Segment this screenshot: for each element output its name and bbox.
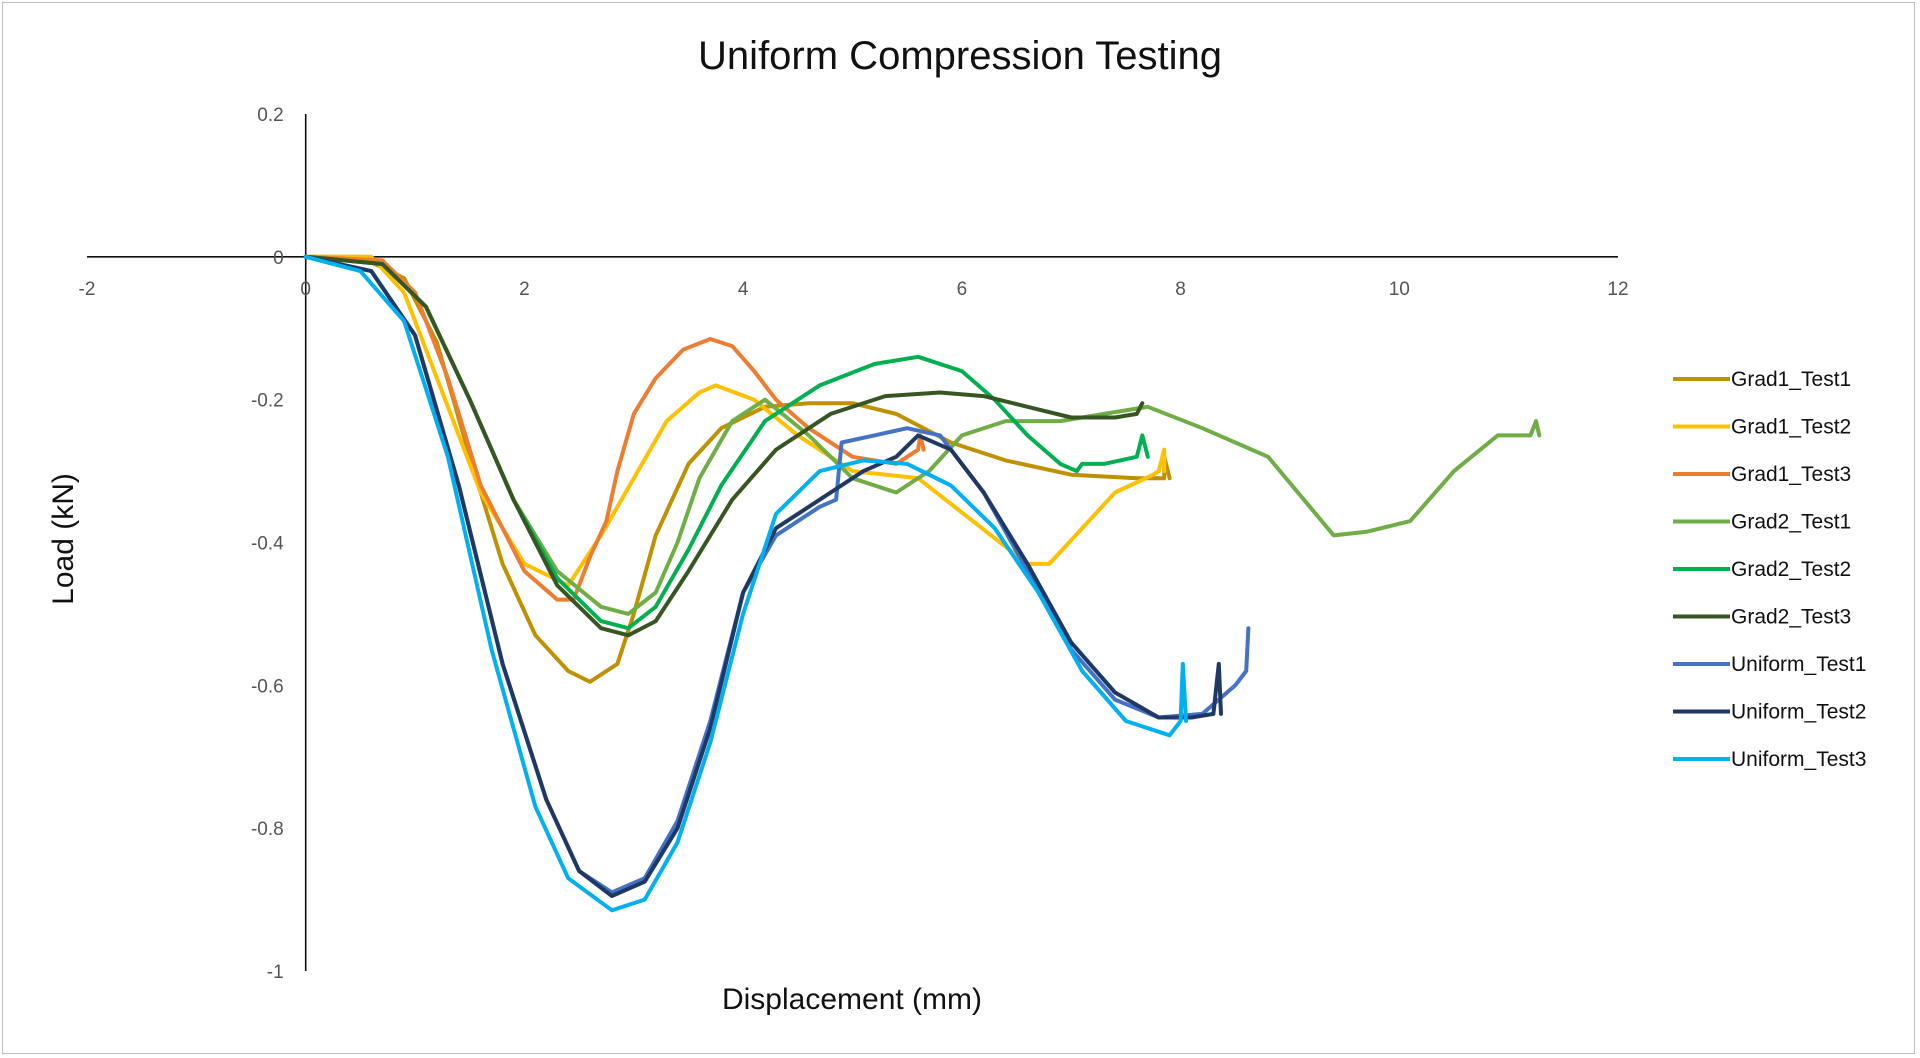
legend-label: Grad2_Test2 [1731, 558, 1851, 581]
series-line-grad2-test1 [303, 254, 1542, 616]
legend-label: Uniform_Test3 [1731, 748, 1866, 771]
x-tick-label: -2 [79, 279, 96, 300]
series-line-uniform-test3 [303, 254, 1188, 913]
y-tick-label: 0.2 [257, 105, 283, 126]
x-tick-label: 12 [1607, 279, 1628, 300]
legend-label: Uniform_Test2 [1731, 701, 1866, 724]
legend: Grad1_Test1 Grad1_Test2 Grad1_Test3 Grad2_T… [1673, 368, 1866, 771]
x-axis-title: Displacement (mm) [722, 983, 982, 1016]
tick-labels: -2 0 2 4 6 8 10 12 0.2 0 -0.2 -0.4 -0.6 -0.8 -1 [79, 105, 1629, 983]
x-tick-label: 8 [1175, 279, 1186, 300]
y-tick-label: -1 [267, 962, 284, 983]
series-line-grad1-test1 [303, 254, 1172, 684]
y-tick-label: -0.6 [251, 676, 284, 697]
y-tick-label: -0.2 [251, 391, 284, 412]
series-line-grad2-test2 [303, 254, 1150, 631]
legend-label: Grad2_Test1 [1731, 511, 1851, 534]
y-axis-title: Load (kN) [47, 473, 80, 605]
legend-label: Uniform_Test1 [1731, 653, 1866, 676]
legend-label: Grad1_Test2 [1731, 416, 1851, 439]
x-tick-label: 2 [519, 279, 530, 300]
chart-title: Uniform Compression Testing [698, 34, 1222, 78]
legend-label: Grad2_Test3 [1731, 606, 1851, 629]
series-line-grad1-test3 [303, 254, 926, 602]
series-line-grad1-test2 [303, 254, 1167, 588]
series-line-grad2-test3 [303, 254, 1145, 638]
x-tick-label: 6 [957, 279, 968, 300]
x-tick-label: 0 [300, 279, 311, 300]
axes [87, 114, 1618, 971]
x-tick-label: 4 [738, 279, 749, 300]
legend-label: Grad1_Test3 [1731, 463, 1851, 486]
y-tick-label: 0 [273, 248, 284, 269]
series-line-uniform-test2 [303, 254, 1223, 898]
x-tick-label: 10 [1389, 279, 1410, 300]
series-lines [303, 254, 1542, 913]
y-tick-label: -0.8 [251, 819, 284, 840]
y-tick-label: -0.4 [251, 534, 284, 555]
line-chart: Uniform Compression Testing -2 0 2 4 6 8 10 12 0… [47, 34, 1866, 1016]
legend-label: Grad1_Test1 [1731, 368, 1851, 391]
